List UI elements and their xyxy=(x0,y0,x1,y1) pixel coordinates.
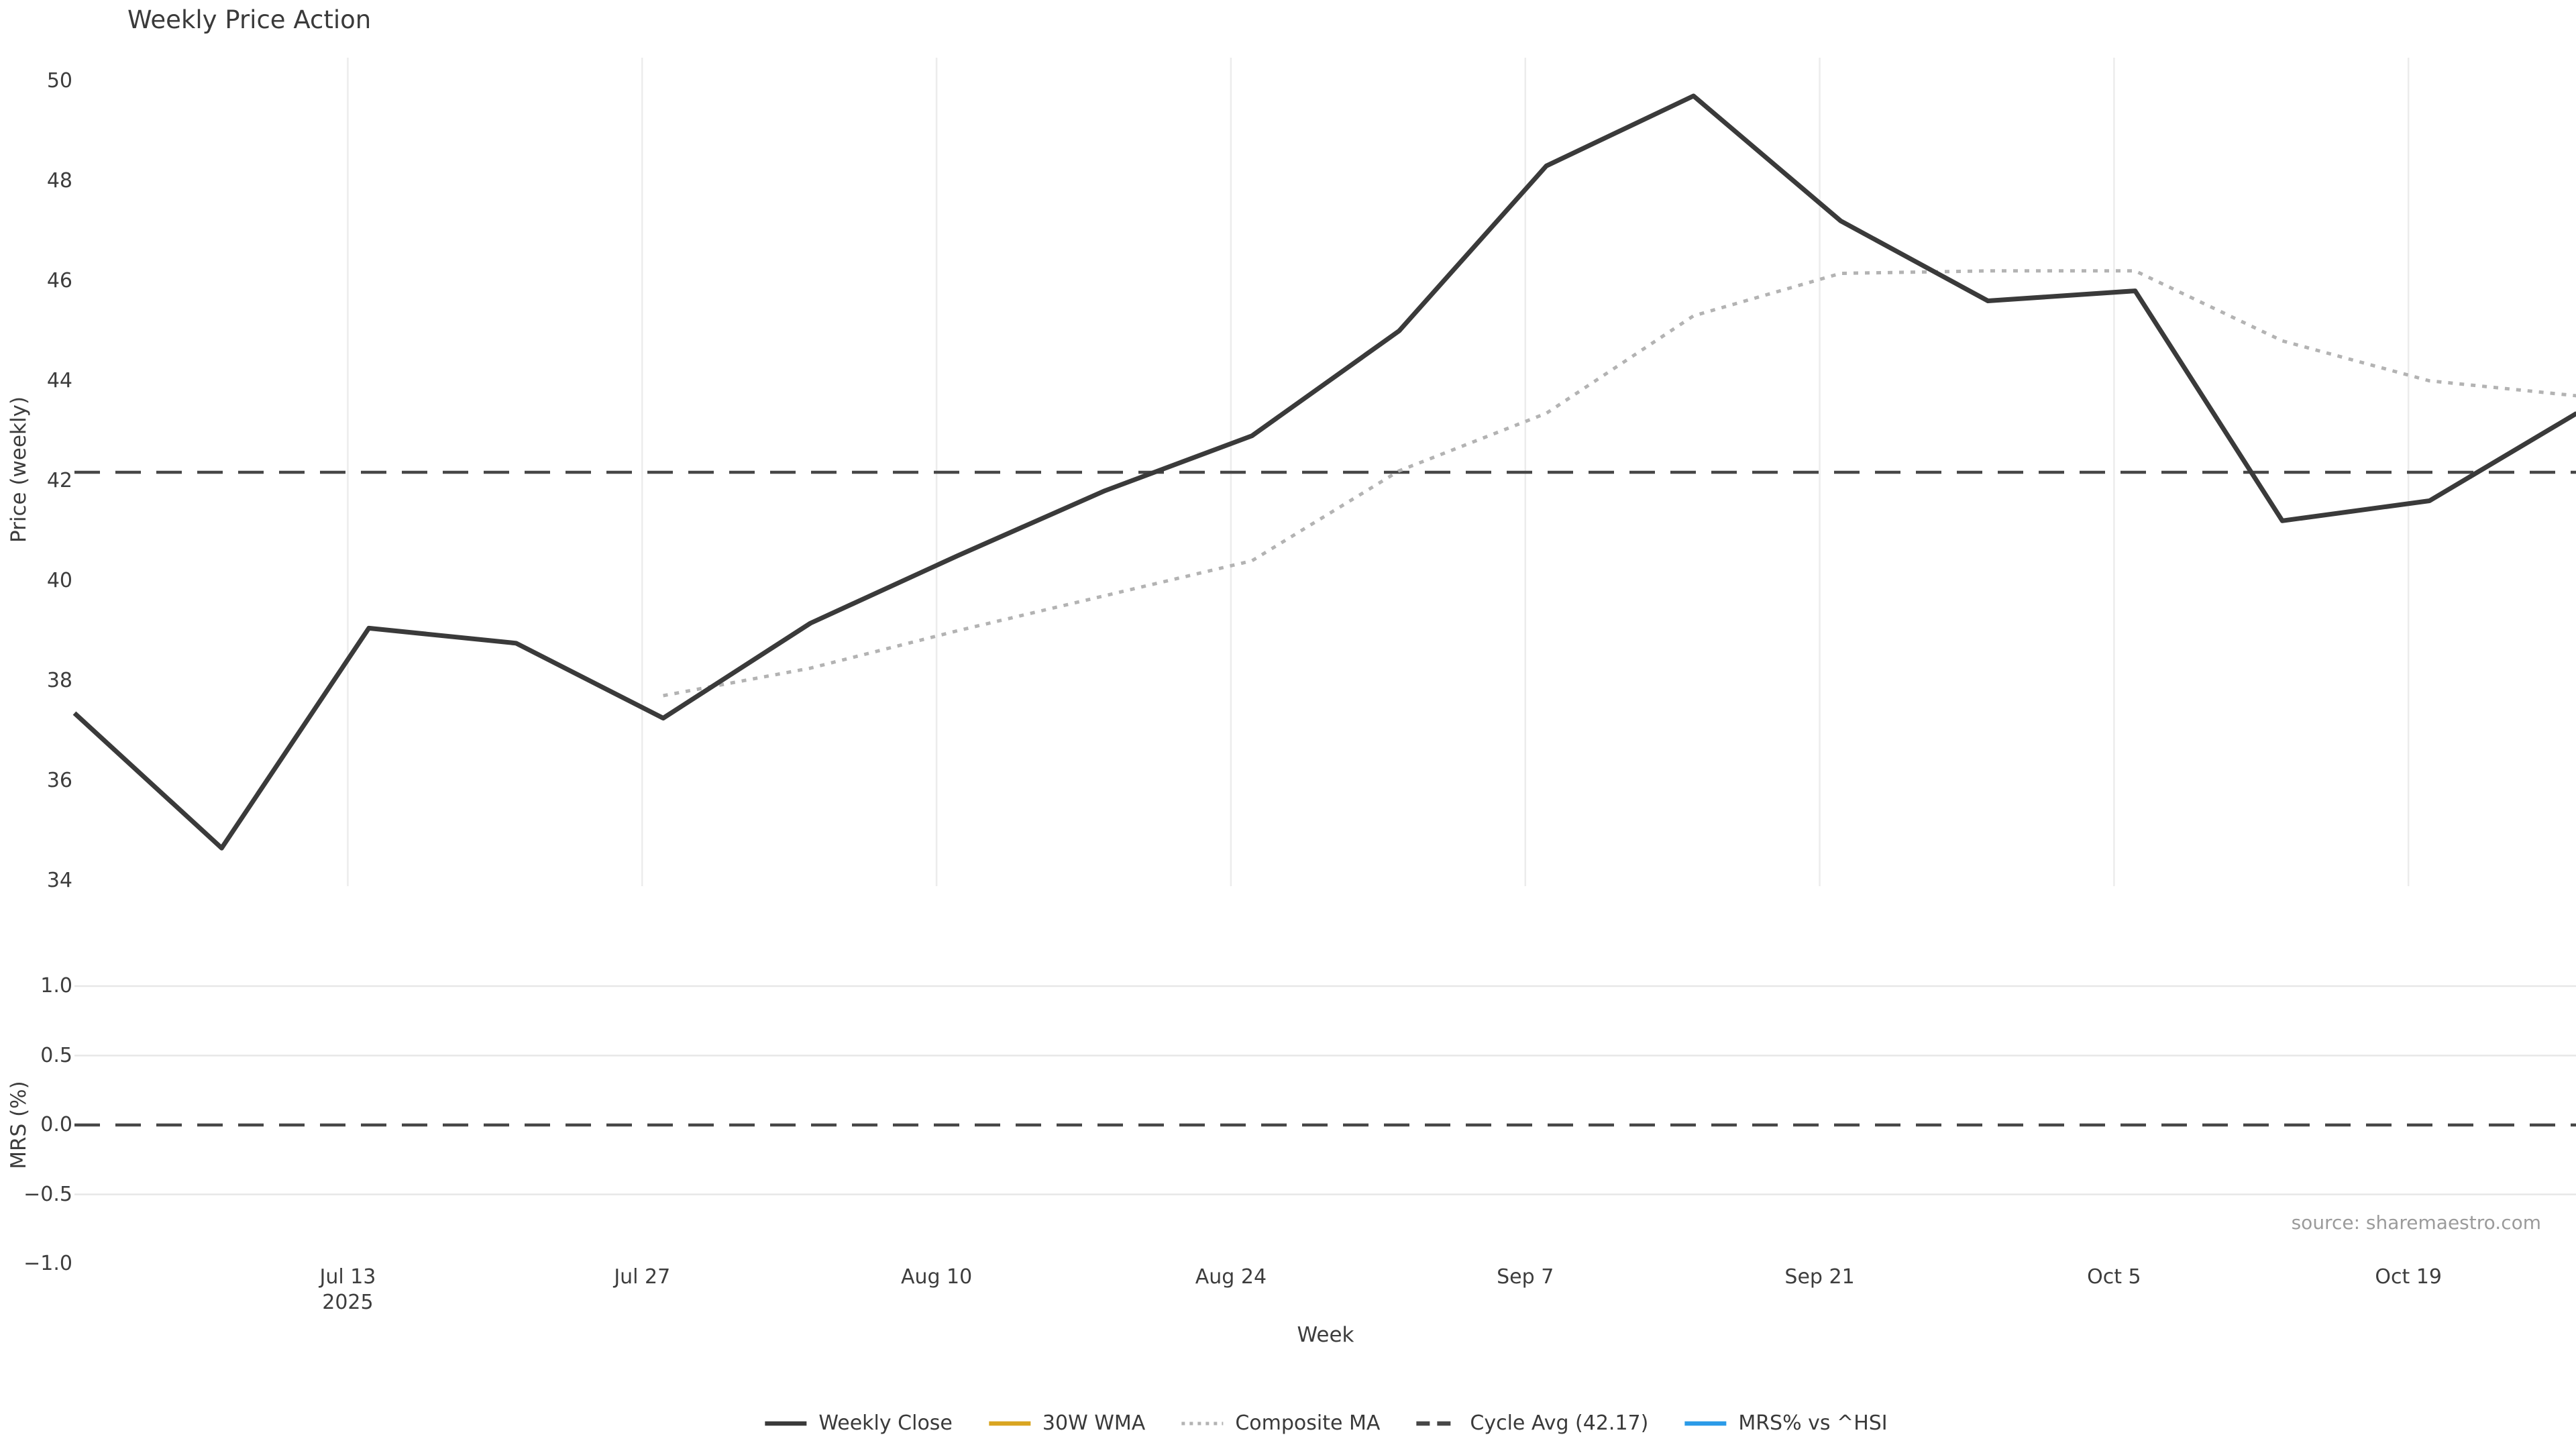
composite-ma-line xyxy=(663,269,2576,698)
legend-item: MRS% vs ^HSI xyxy=(1683,1411,1888,1435)
mrs-y-tick-label: −0.5 xyxy=(23,1182,72,1206)
x-tick-year-label: 2025 xyxy=(322,1291,374,1314)
x-tick-label: Oct 5 xyxy=(2087,1265,2141,1289)
legend-swatch-dotted-icon xyxy=(1181,1421,1224,1425)
source-note: source: sharemaestro.com xyxy=(2291,1212,2541,1234)
legend-label: Composite MA xyxy=(1235,1411,1381,1435)
x-tick-label: Sep 7 xyxy=(1497,1265,1554,1289)
x-tick-label: Aug 10 xyxy=(900,1265,973,1289)
price-y-tick-label: 40 xyxy=(46,568,72,592)
chart-title: Weekly Price Action xyxy=(127,5,372,34)
mrs-y-tick-label: −1.0 xyxy=(23,1252,72,1275)
x-tick-label: Sep 21 xyxy=(1784,1265,1855,1289)
x-tick-label: Oct 19 xyxy=(2375,1265,2442,1289)
legend-item: Cycle Avg (42.17) xyxy=(1415,1411,1648,1435)
legend-label: 30W WMA xyxy=(1042,1411,1146,1435)
legend-swatch-solid-icon xyxy=(988,1421,1030,1426)
legend-item: 30W WMA xyxy=(987,1411,1145,1435)
legend-swatch-solid-icon xyxy=(1684,1421,1727,1426)
mrs-y-tick-label: 1.0 xyxy=(40,974,72,998)
legend-swatch-dashed-icon xyxy=(1416,1421,1458,1426)
legend-label: MRS% vs ^HSI xyxy=(1738,1411,1888,1435)
price-y-tick-label: 38 xyxy=(46,668,72,692)
price-y-tick-label: 36 xyxy=(46,768,72,792)
price-y-tick-label: 42 xyxy=(46,468,72,492)
x-tick-label: Jul 27 xyxy=(614,1265,671,1289)
x-axis-title: Week xyxy=(1297,1323,1354,1347)
legend-label: Cycle Avg (42.17) xyxy=(1470,1411,1649,1435)
price-y-tick-label: 34 xyxy=(46,868,72,892)
mrs-y-tick-label: 0.5 xyxy=(40,1043,72,1067)
price-y-tick-label: 46 xyxy=(46,268,72,292)
legend: Weekly Close 30W WMA Composite MA Cycle Avg… xyxy=(763,1411,1888,1435)
price-y-tick-label: 44 xyxy=(46,368,72,392)
legend-label: Weekly Close xyxy=(818,1411,953,1435)
mrs-y-tick-label: 0.0 xyxy=(40,1113,72,1136)
x-tick-label: Aug 24 xyxy=(1195,1265,1267,1289)
price-y-tick-label: 48 xyxy=(46,168,72,193)
legend-item: Weekly Close xyxy=(763,1411,953,1435)
price-y-tick-label: 50 xyxy=(46,68,72,93)
x-tick-label: Jul 13 xyxy=(319,1265,376,1289)
legend-item: Composite MA xyxy=(1180,1411,1380,1435)
weekly-close-line xyxy=(72,93,2576,851)
legend-swatch-solid-icon xyxy=(765,1421,807,1426)
